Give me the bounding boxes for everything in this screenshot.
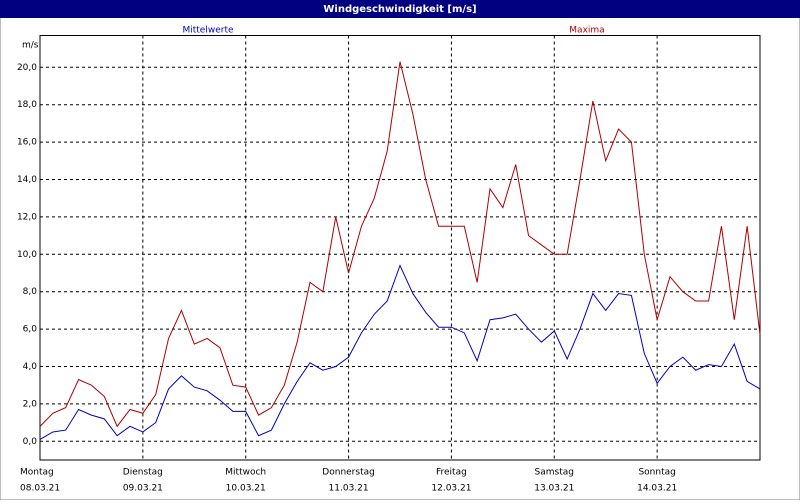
y-tick-label: 12,0 bbox=[17, 212, 37, 222]
x-tick-date: 12.03.21 bbox=[431, 484, 471, 494]
x-tick-label: Montag bbox=[20, 468, 54, 478]
x-tick-date: 13.03.21 bbox=[534, 484, 574, 494]
x-tick-label: Freitag bbox=[436, 468, 467, 478]
x-tick-label: Sonntag bbox=[638, 468, 675, 478]
legend-label: Maxima bbox=[569, 26, 604, 36]
x-tick-date: 14.03.21 bbox=[637, 484, 677, 494]
y-tick-label: 10,0 bbox=[17, 250, 37, 260]
x-tick-label: Donnerstag bbox=[322, 468, 375, 478]
title-bar bbox=[0, 0, 800, 18]
y-tick-label: 14,0 bbox=[17, 175, 37, 185]
legend-label: Mittelwerte bbox=[182, 26, 233, 36]
x-tick-date: 10.03.21 bbox=[226, 484, 266, 494]
y-tick-label: 20,0 bbox=[17, 63, 37, 73]
y-tick-label: 18,0 bbox=[17, 100, 37, 110]
x-tick-date: 08.03.21 bbox=[20, 484, 60, 494]
x-tick-label: Mittwoch bbox=[225, 468, 266, 478]
chart-title: Windgeschwindigkeit [m/s] bbox=[323, 4, 476, 15]
x-tick-label: Dienstag bbox=[123, 468, 163, 478]
x-tick-label: Samstag bbox=[535, 468, 574, 478]
x-tick-date: 11.03.21 bbox=[329, 484, 369, 494]
y-axis-label: m/s bbox=[22, 41, 39, 51]
y-tick-label: 2,0 bbox=[23, 399, 38, 409]
y-tick-label: 4,0 bbox=[23, 362, 38, 372]
x-tick-date: 09.03.21 bbox=[123, 484, 163, 494]
y-tick-label: 6,0 bbox=[23, 325, 38, 335]
data-line bbox=[39, 264, 761, 440]
y-tick-label: 0,0 bbox=[23, 437, 38, 447]
data-line bbox=[39, 61, 761, 428]
y-tick-label: 16,0 bbox=[17, 138, 37, 148]
y-tick-label: 8,0 bbox=[23, 287, 38, 297]
